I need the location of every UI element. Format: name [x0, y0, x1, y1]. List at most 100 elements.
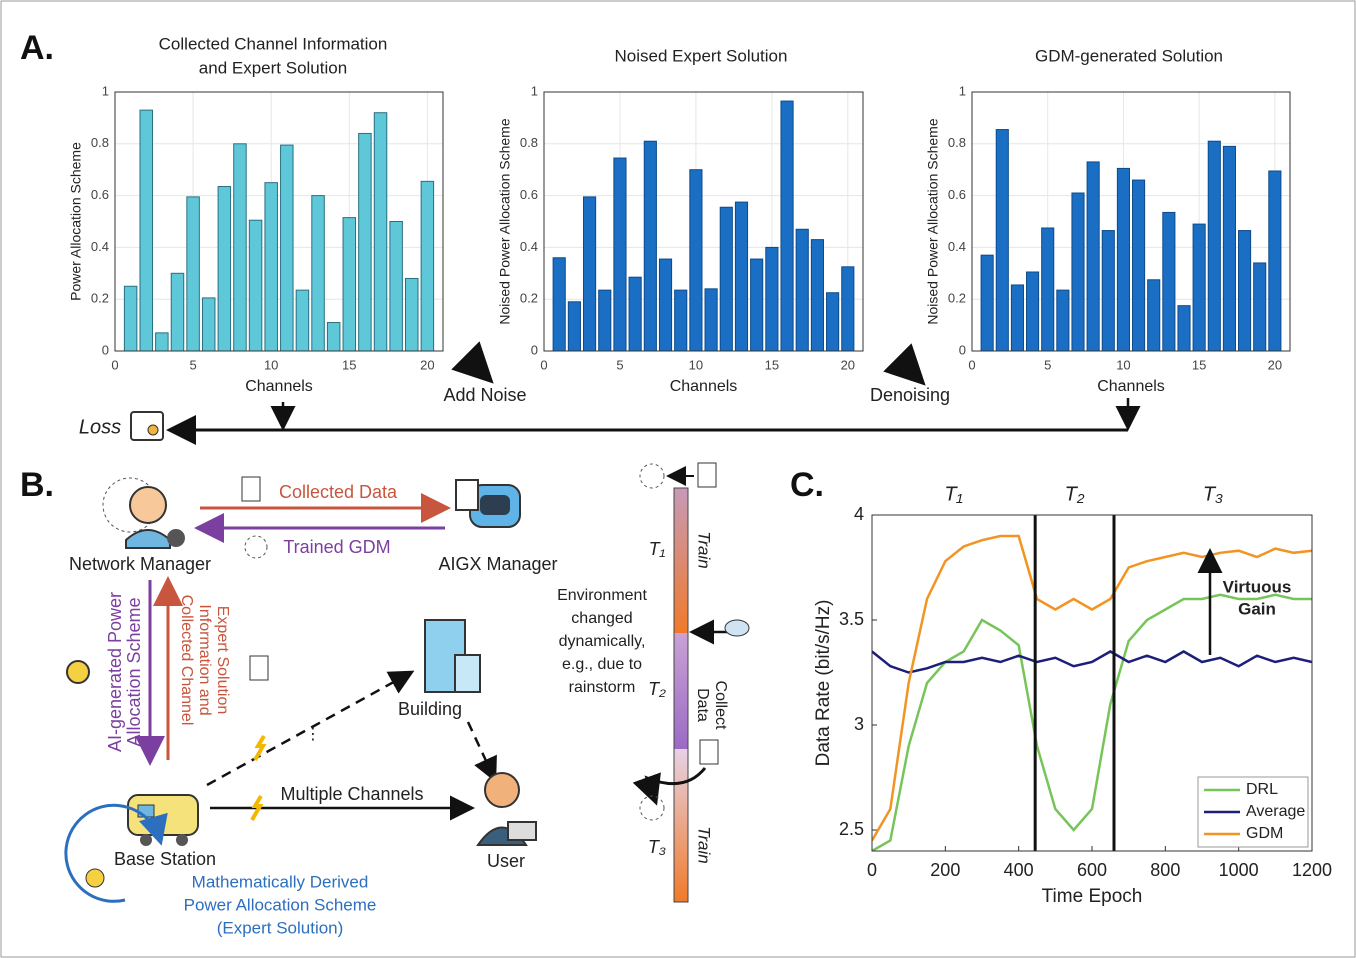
collected-info: Expert Solution	[214, 606, 231, 715]
loss-icon	[147, 424, 159, 436]
bar	[780, 100, 794, 352]
bar	[1056, 289, 1070, 352]
environment-text: rainstorm	[569, 679, 636, 696]
bar	[719, 206, 733, 352]
environment-text: Environment	[557, 587, 647, 604]
noise-arrow	[451, 341, 494, 384]
x-axis-label: Channels	[1097, 378, 1165, 395]
bar	[643, 140, 657, 352]
series-line	[872, 650, 1312, 674]
loss-icon	[130, 411, 164, 441]
train-label: Train	[695, 531, 714, 568]
x-tick-label: 0	[968, 357, 975, 372]
x-tick-label: 10	[1116, 357, 1130, 372]
x-tick-label: 0	[540, 357, 547, 372]
bar	[1147, 279, 1161, 352]
x-tick-label: 5	[616, 357, 623, 372]
network-manager: Network Manager	[69, 554, 211, 574]
denoising: Denoising	[870, 385, 950, 405]
user-icon	[484, 772, 520, 808]
bar	[358, 132, 372, 352]
building: Building	[398, 699, 462, 719]
trained-gdm: Trained GDM	[283, 537, 390, 557]
bar	[567, 301, 581, 352]
bar	[750, 258, 764, 352]
y-axis-label: Noised Power Allocation Scheme	[925, 118, 941, 324]
aigx-doc	[455, 479, 479, 511]
y-tick-label: 0.2	[91, 291, 109, 306]
bar	[1101, 230, 1115, 352]
dots: ⋮	[305, 726, 321, 743]
x-axis-label: Channels	[245, 378, 313, 395]
legend-label: Average	[1246, 803, 1305, 820]
bar	[552, 257, 566, 352]
base-station-icon	[176, 834, 188, 846]
collected-info: Collected Channel	[178, 595, 195, 726]
y-tick-label: 3	[854, 714, 864, 734]
x-tick-label: 1000	[1219, 860, 1259, 880]
chart-title: and Expert Solution	[199, 58, 347, 77]
network-manager-icon	[125, 529, 171, 549]
annotation: Gain	[1238, 599, 1276, 618]
bar	[139, 109, 153, 352]
y-tick-label: 0.8	[520, 135, 538, 150]
annotation: Virtuous	[1223, 577, 1292, 596]
y-tick-label: 0.6	[91, 187, 109, 202]
bar	[280, 144, 294, 352]
multiple-channels: Multiple Channels	[280, 784, 423, 804]
bar	[1253, 262, 1267, 352]
loop-arrow	[64, 803, 168, 903]
denoise-arrow	[883, 343, 926, 386]
y-tick-label: 0	[959, 342, 966, 357]
bar	[217, 186, 232, 352]
doc-icon	[699, 739, 719, 765]
bar	[995, 129, 1009, 352]
y-axis-label: Data Rate (bit/s/Hz)	[813, 600, 834, 767]
laptop-icon	[507, 821, 537, 841]
collect-label: Data	[694, 688, 711, 722]
x-tick-label: 400	[1004, 860, 1034, 880]
add-noise: Add Noise	[443, 385, 526, 405]
signal-icon	[250, 794, 264, 821]
collected-info: Information and	[196, 604, 213, 715]
base-station: Base Station	[114, 849, 216, 869]
bar	[613, 157, 627, 352]
y-tick-label: 2.5	[839, 819, 864, 839]
phase-label: T₁	[944, 483, 963, 505]
y-tick-label: 1	[531, 83, 538, 98]
bar	[765, 246, 779, 352]
bar	[170, 272, 185, 352]
expert-text: Power Allocation Scheme	[184, 895, 377, 914]
bar	[1192, 223, 1206, 352]
doc-icon	[241, 476, 261, 502]
panel-label: A.	[20, 29, 54, 67]
collected-data: Collected Data	[279, 482, 398, 502]
bulb-icon	[85, 868, 105, 888]
bulb-icon	[66, 660, 90, 684]
x-axis-label: Channels	[670, 378, 738, 395]
y-tick-label: 0.2	[948, 291, 966, 306]
collect-label: Collect	[712, 681, 729, 730]
x-tick-label: 5	[1044, 357, 1051, 372]
gdm-icon	[639, 463, 665, 489]
bar	[795, 228, 809, 352]
y-tick-label: 0.4	[948, 239, 966, 254]
rain-icon	[724, 619, 750, 637]
bar	[326, 322, 341, 352]
bar	[582, 196, 597, 352]
bar	[1010, 284, 1024, 352]
chart-title: Noised Expert Solution	[615, 46, 788, 65]
legend-label: DRL	[1246, 781, 1278, 798]
y-tick-label: 0.8	[91, 135, 109, 150]
x-tick-label: 600	[1077, 860, 1107, 880]
bar	[1222, 145, 1236, 352]
bar	[1041, 227, 1055, 352]
timeline	[673, 487, 689, 903]
aigx-icon	[480, 495, 510, 515]
x-tick-label: 10	[689, 357, 703, 372]
x-tick-label: 0	[867, 860, 877, 880]
dashed-arrow	[206, 670, 415, 787]
y-tick-label: 0.4	[520, 239, 538, 254]
